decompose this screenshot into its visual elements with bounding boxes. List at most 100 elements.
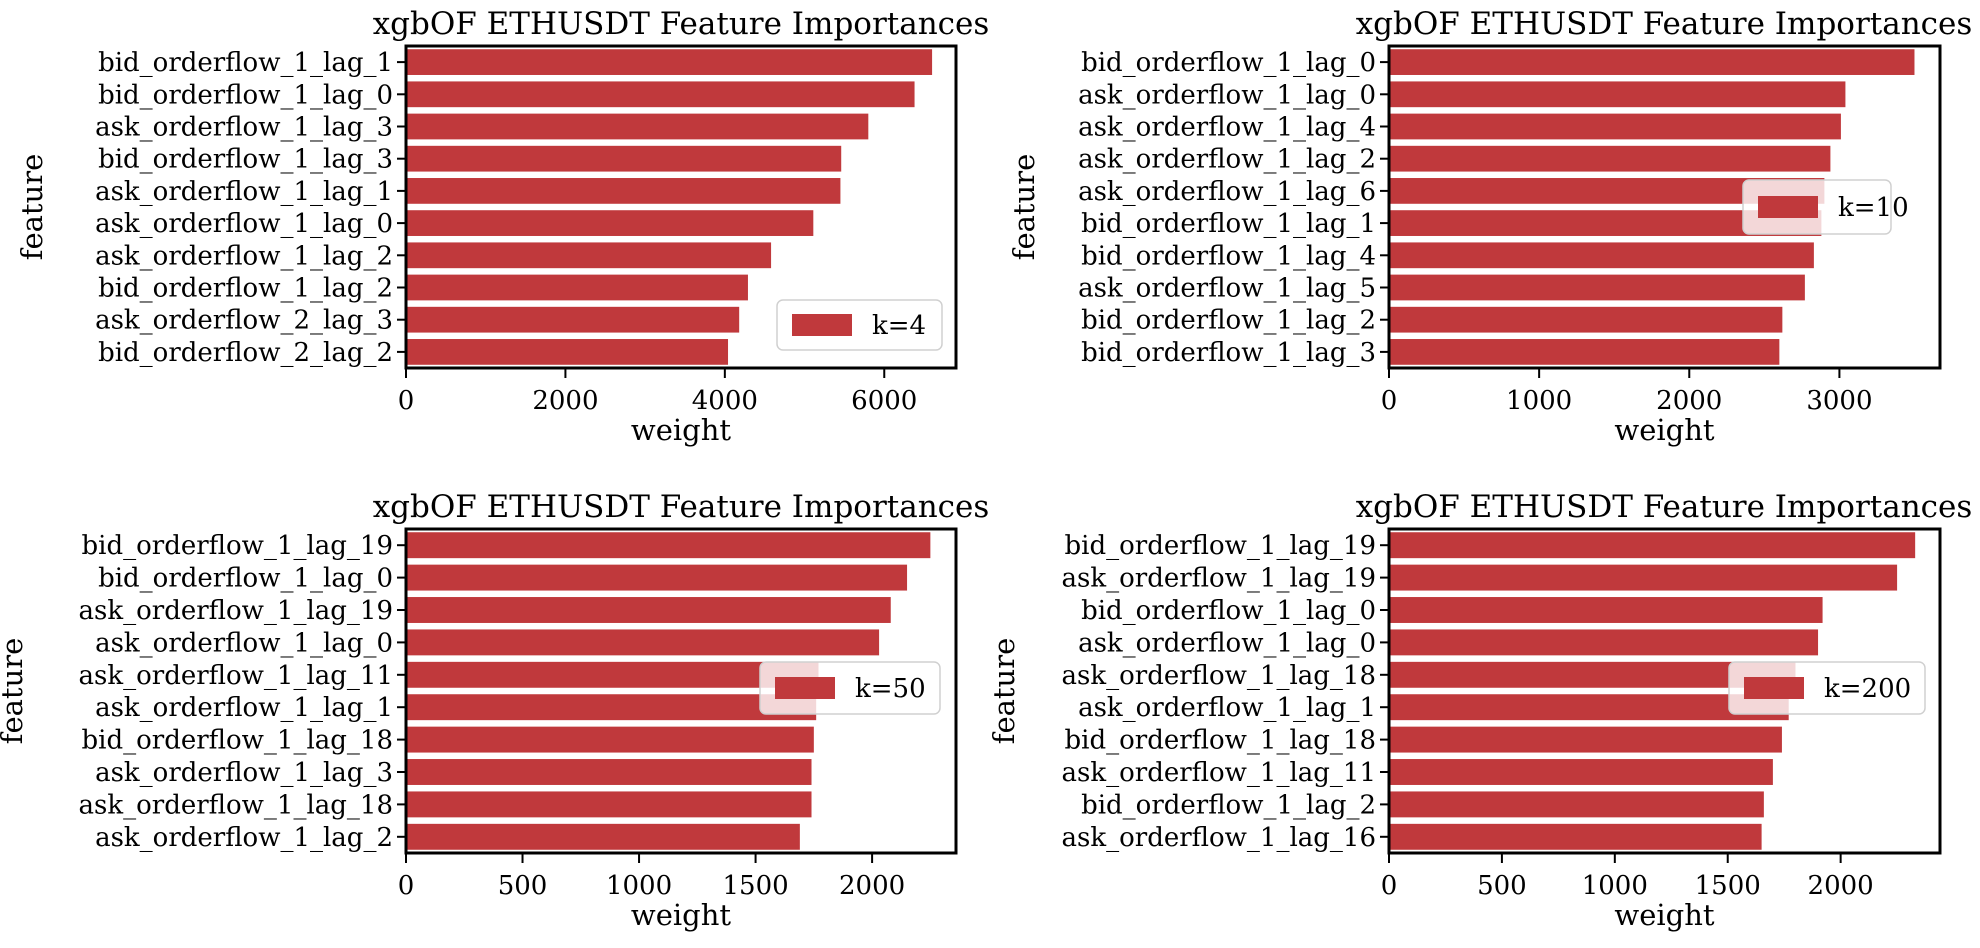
x-tick-label: 1500 — [1695, 871, 1761, 901]
x-axis-label: weight — [1614, 898, 1715, 932]
y-tick-label: ask_orderflow_1_lag_18 — [1062, 661, 1376, 691]
x-tick-label: 3000 — [1806, 386, 1872, 416]
panel-4: xgbOF ETHUSDT Feature Importances bid_ord… — [987, 489, 1972, 932]
y-tick-label: ask_orderflow_1_lag_0 — [95, 628, 393, 658]
bar — [406, 210, 814, 236]
chart-title: xgbOF ETHUSDT Feature Importances — [373, 6, 990, 42]
legend — [759, 661, 941, 715]
y-tick-label: bid_orderflow_1_lag_18 — [82, 726, 393, 756]
bar — [406, 597, 891, 623]
bar — [1389, 661, 1796, 688]
x-axis-label: weight — [631, 413, 732, 447]
bar — [406, 81, 915, 108]
x-tick-label: 0 — [1381, 871, 1398, 901]
y-tick-label: bid_orderflow_2_lag_2 — [98, 338, 393, 368]
x-tick-label: 1500 — [722, 871, 788, 901]
x-tick-label: 0 — [1381, 386, 1398, 416]
y-tick-label: bid_orderflow_1_lag_3 — [1081, 338, 1376, 368]
y-tick-label: ask_orderflow_1_lag_11 — [1062, 758, 1376, 788]
y-tick-label: ask_orderflow_1_lag_5 — [1078, 274, 1376, 304]
x-tick-label: 1000 — [1582, 871, 1648, 901]
bar — [406, 113, 869, 140]
y-tick-label: ask_orderflow_1_lag_1 — [95, 177, 393, 207]
legend-swatch — [775, 677, 835, 699]
y-tick-label: ask_orderflow_1_lag_18 — [79, 790, 393, 820]
chart-title: xgbOF ETHUSDT Feature Importances — [1356, 6, 1973, 42]
x-tick-label: 6000 — [851, 386, 917, 416]
y-axis-label: feature — [15, 154, 49, 261]
y-tick-label: ask_orderflow_1_lag_2 — [1078, 145, 1376, 175]
y-axis-label: feature — [987, 638, 1021, 745]
y-tick-label: bid_orderflow_1_lag_1 — [1081, 209, 1376, 239]
bar — [1389, 694, 1789, 721]
bar — [1389, 81, 1846, 108]
y-tick-label: bid_orderflow_1_lag_0 — [1081, 48, 1376, 78]
bar — [406, 726, 814, 753]
axes-frame — [404, 44, 958, 370]
y-tick-label: ask_orderflow_1_lag_0 — [1078, 628, 1376, 658]
y-tick-label: bid_orderflow_1_lag_0 — [98, 564, 393, 594]
bar — [406, 791, 812, 818]
bar — [406, 242, 772, 269]
bar — [406, 694, 817, 721]
bar — [406, 532, 931, 559]
legend-label: k=10 — [1838, 193, 1909, 223]
x-tick-label: 1000 — [1506, 386, 1572, 416]
y-tick-label: bid_orderflow_1_lag_0 — [1081, 596, 1376, 626]
bar — [1389, 532, 1916, 559]
y-tick-label: bid_orderflow_1_lag_19 — [1065, 531, 1376, 561]
x-tick-label: 2000 — [839, 871, 905, 901]
bar — [1389, 629, 1819, 656]
legend-swatch — [792, 314, 852, 336]
bar — [1389, 113, 1841, 140]
bar — [1389, 823, 1762, 850]
y-tick-label: bid_orderflow_1_lag_0 — [98, 80, 393, 110]
legend-swatch — [1744, 677, 1804, 699]
y-tick-label: ask_orderflow_1_lag_11 — [79, 661, 393, 691]
y-tick-label: bid_orderflow_1_lag_2 — [1081, 306, 1376, 336]
bar — [406, 564, 908, 591]
bar — [1389, 791, 1764, 818]
x-tick-label: 500 — [498, 871, 548, 901]
x-axis-label: weight — [631, 898, 732, 932]
x-tick-label: 1000 — [606, 871, 672, 901]
y-tick-label: ask_orderflow_1_lag_19 — [1062, 564, 1376, 594]
y-axis-label: feature — [0, 638, 29, 745]
y-tick-label: bid_orderflow_1_lag_18 — [1065, 726, 1376, 756]
bar — [406, 145, 842, 172]
x-tick-label: 2000 — [1808, 871, 1874, 901]
bar — [406, 823, 800, 850]
panel-3: xgbOF ETHUSDT Feature Importances bid_ord… — [0, 489, 989, 932]
bar — [406, 759, 812, 785]
legend — [1728, 661, 1926, 715]
legend — [776, 299, 943, 351]
bar — [1389, 306, 1783, 333]
bar — [1389, 339, 1780, 365]
bar — [1389, 274, 1805, 301]
y-tick-label: ask_orderflow_1_lag_3 — [95, 758, 393, 788]
y-tick-label: ask_orderflow_1_lag_0 — [1078, 80, 1376, 110]
chart-title: xgbOF ETHUSDT Feature Importances — [373, 489, 990, 525]
y-tick-label: bid_orderflow_1_lag_2 — [98, 274, 393, 304]
bar — [406, 274, 748, 301]
legend-label: k=4 — [872, 311, 926, 341]
y-axis-label: feature — [1007, 154, 1041, 261]
chart-title: xgbOF ETHUSDT Feature Importances — [1356, 489, 1973, 525]
panel-1: xgbOF ETHUSDT Feature Importances bid_ord… — [15, 6, 989, 447]
y-tick-label: ask_orderflow_2_lag_3 — [95, 306, 393, 336]
bar — [406, 339, 729, 365]
y-tick-label: bid_orderflow_1_lag_1 — [98, 48, 393, 78]
bar — [406, 178, 841, 204]
x-tick-label: 500 — [1477, 871, 1527, 901]
bar — [1389, 597, 1823, 623]
axes-frame — [404, 527, 958, 855]
bar — [406, 661, 819, 688]
y-tick-label: ask_orderflow_1_lag_19 — [79, 596, 393, 626]
legend-label: k=200 — [1824, 674, 1911, 704]
y-tick-label: ask_orderflow_1_lag_16 — [1062, 823, 1376, 853]
y-tick-label: ask_orderflow_1_lag_3 — [95, 113, 393, 143]
y-tick-label: ask_orderflow_1_lag_0 — [95, 209, 393, 239]
bar — [1389, 726, 1782, 753]
y-tick-label: bid_orderflow_1_lag_19 — [82, 531, 393, 561]
